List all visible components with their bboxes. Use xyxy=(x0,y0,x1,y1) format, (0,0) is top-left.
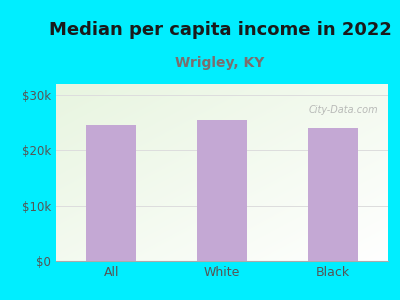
Text: Median per capita income in 2022: Median per capita income in 2022 xyxy=(48,21,392,39)
Bar xyxy=(86,125,136,261)
Bar xyxy=(197,120,247,261)
Bar xyxy=(308,128,358,261)
Text: City-Data.com: City-Data.com xyxy=(308,105,378,115)
Text: Wrigley, KY: Wrigley, KY xyxy=(175,56,265,70)
